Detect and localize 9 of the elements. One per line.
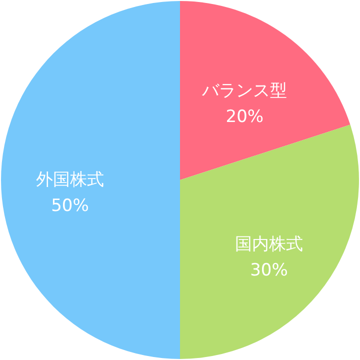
data-label: 30%: [250, 260, 288, 281]
slice-label: 国内株式: [234, 234, 303, 255]
data-label: 50%: [51, 196, 89, 216]
pie-slice: [180, 124, 359, 359]
slice-label: バランス型: [201, 81, 288, 102]
pie-slice: [1, 1, 180, 359]
slice-label: 外国株式: [36, 170, 104, 190]
data-label: 20%: [226, 107, 264, 128]
pie-slice: [180, 1, 350, 180]
